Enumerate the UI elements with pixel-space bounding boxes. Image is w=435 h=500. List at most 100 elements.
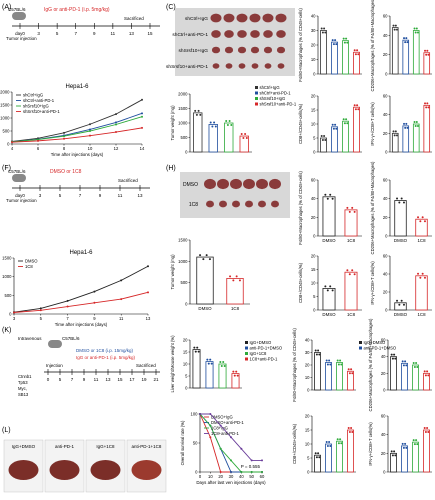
y-tick-label: 20 — [383, 131, 388, 136]
data-point — [209, 358, 212, 361]
data-point — [233, 374, 236, 377]
y-tick-label: 20 — [311, 215, 316, 220]
liver-image — [90, 460, 121, 480]
data-point — [324, 139, 327, 141]
data-point — [332, 127, 335, 130]
timeline-tick-label: 21 — [153, 377, 159, 382]
data-point — [209, 121, 212, 124]
y-tick-label: 0 — [313, 72, 316, 77]
y-tick-label: 40 — [383, 33, 388, 38]
treatment-label: IgG or anti-PD-1 (i.p. 5mg/kg) — [44, 7, 110, 13]
legend-entry: shCtrl+IgG — [23, 93, 43, 98]
data-point — [209, 413, 212, 415]
data-point — [357, 108, 360, 111]
data-point — [402, 201, 405, 204]
data-point — [37, 139, 39, 142]
data-point — [402, 303, 405, 306]
legend-entry: shSrsf10+IgG — [23, 104, 49, 109]
tumor-image — [250, 46, 260, 54]
data-point — [324, 193, 327, 196]
data-point — [423, 370, 426, 373]
data-point — [350, 427, 353, 429]
tumor-image — [263, 30, 273, 38]
data-point — [342, 37, 345, 40]
data-point — [329, 193, 332, 196]
legend-entry: IgG+DMSO — [250, 340, 273, 345]
data-point — [89, 130, 91, 132]
bar — [320, 137, 327, 153]
y-tick-label: 500 — [181, 135, 189, 140]
tumor-image — [263, 46, 273, 54]
y-tick-label: 0 — [385, 308, 388, 313]
y-tick-label: 20 — [305, 414, 310, 419]
data-point — [353, 273, 356, 276]
timeline-tick-label: 0 — [47, 377, 50, 382]
bar — [412, 30, 420, 75]
data-point — [394, 24, 397, 27]
data-point — [419, 276, 422, 279]
data-point — [238, 279, 241, 282]
y-tick-label: 20 — [383, 215, 388, 220]
data-point — [66, 305, 69, 308]
data-point — [353, 49, 356, 52]
timeline-tick-label: 13 — [129, 31, 135, 36]
data-point — [393, 353, 396, 356]
y-axis-label: CD206+Macrophages (% of F4/80+Macrophage… — [370, 0, 375, 91]
x-tick-label: 14 — [140, 146, 145, 151]
bar — [336, 362, 343, 391]
y-axis-label: Tumor weight (mg) — [170, 254, 175, 290]
x-axis-label: Time after injections (days) — [51, 152, 104, 157]
bar — [353, 51, 360, 75]
timeline-tick-label: day0 — [15, 193, 25, 198]
tumor-image — [212, 63, 220, 69]
data-point — [89, 123, 91, 126]
timeline-tick-label: 5 — [56, 31, 59, 36]
y-tick-label: 1500 — [178, 238, 188, 243]
data-point — [320, 27, 323, 30]
data-point — [39, 307, 42, 310]
data-point — [230, 459, 232, 462]
data-point — [415, 439, 418, 442]
data-point — [353, 210, 356, 213]
tumor-image — [223, 13, 235, 23]
y-axis-label: CD206+Macrophages (% of F4/80+Macrophage… — [368, 318, 373, 411]
y-tick-label: 0 — [383, 470, 386, 475]
y-axis-label: Tumor weight (mg) — [170, 105, 175, 141]
route-label: Intravenous — [18, 336, 42, 341]
data-point — [427, 106, 430, 109]
bar — [192, 349, 201, 389]
data-point — [426, 370, 429, 373]
data-point — [395, 28, 398, 31]
data-point — [413, 443, 416, 446]
strain-label: C57BL/6 — [62, 336, 80, 341]
y-tick-label: 20 — [311, 43, 316, 48]
data-point — [424, 102, 427, 105]
legend-entry: 1C8 — [25, 264, 33, 269]
bar — [353, 106, 360, 153]
data-point — [403, 122, 406, 125]
timeline-tick-label: day0 — [15, 31, 25, 36]
data-point — [93, 290, 96, 293]
data-point — [405, 37, 408, 40]
bar — [412, 123, 420, 153]
data-point — [424, 374, 427, 377]
data-point — [340, 442, 343, 445]
y-tick-label: 0 — [313, 308, 316, 313]
gene-label: SB13 — [18, 392, 29, 397]
data-point — [261, 459, 263, 462]
y-tick-label: 60 — [381, 414, 386, 419]
tumor-row-label: shSrsf10+IgG — [179, 48, 209, 54]
data-point — [222, 361, 225, 363]
y-tick-label: 10 — [183, 362, 188, 367]
y-tick-label: 60 — [383, 178, 388, 183]
y-tick-label: 20 — [311, 254, 316, 259]
data-point — [416, 366, 419, 368]
data-point — [350, 368, 353, 371]
data-point — [213, 121, 216, 124]
y-tick-label: 1000 — [178, 259, 188, 264]
data-point — [336, 359, 339, 362]
chart-title: Hepa1-6 — [65, 84, 89, 90]
y-tick-label: 0 — [385, 234, 388, 239]
data-point — [315, 456, 318, 459]
